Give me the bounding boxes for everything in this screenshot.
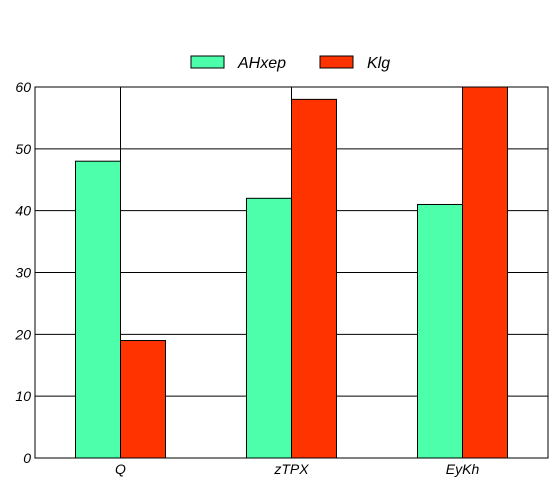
y-axis: 0 10 20 30 40 50 60 bbox=[14, 79, 31, 466]
bar-AHxep-zTPX bbox=[246, 197, 292, 459]
bar-Klg-zTPX bbox=[291, 98, 337, 459]
y-tick-label-2: 20 bbox=[14, 326, 31, 342]
legend-label-Klg: Klg bbox=[367, 55, 390, 72]
y-tick-label-4: 40 bbox=[15, 203, 31, 219]
x-tick-label-2: EyKh bbox=[446, 461, 480, 477]
bar-AHxep-EyKh bbox=[417, 203, 463, 459]
legend-label-AHxep: AHxep bbox=[237, 55, 286, 72]
legend: AHxep Klg bbox=[190, 55, 390, 72]
y-tick-label-1: 10 bbox=[15, 388, 31, 404]
y-tick-label-6: 60 bbox=[15, 79, 31, 95]
bar-Klg-Q bbox=[120, 340, 166, 459]
plot-frame bbox=[34, 86, 549, 459]
x-tick-label-1: zTPX bbox=[273, 461, 309, 477]
x-tick-label-0: Q bbox=[115, 461, 126, 477]
y-tick-label-0: 0 bbox=[23, 450, 31, 466]
bar-AHxep-Q bbox=[75, 160, 121, 459]
legend-swatch-AHxep bbox=[190, 55, 225, 69]
y-tick-label-5: 50 bbox=[15, 141, 31, 157]
legend-swatch-Klg bbox=[319, 55, 354, 69]
y-tick-label-3: 30 bbox=[15, 265, 31, 281]
bar-Klg-EyKh bbox=[462, 86, 508, 459]
